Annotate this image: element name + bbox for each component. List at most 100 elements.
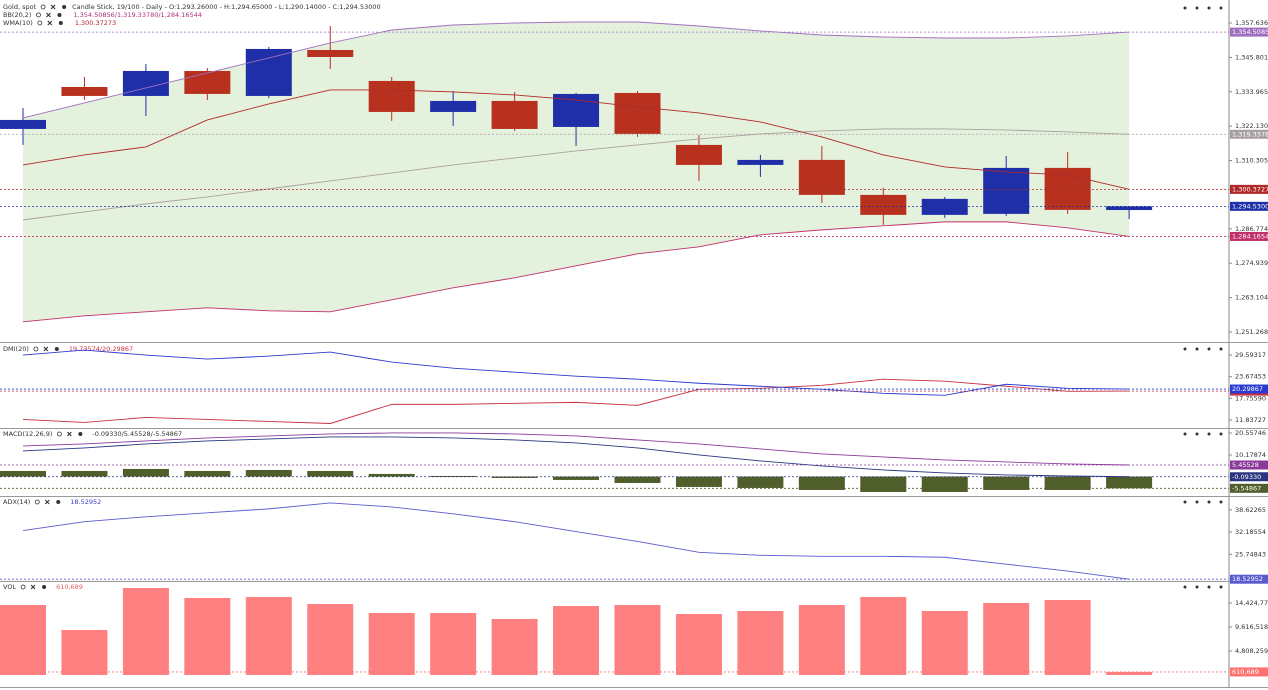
- candle-body: [675, 144, 722, 165]
- bar: [921, 476, 968, 492]
- bar: [430, 613, 477, 675]
- series-line: [22, 21, 1130, 119]
- y-tick-label: 1,322.13057: [1235, 122, 1268, 130]
- panel-control: [1207, 347, 1211, 351]
- remove-icon: [47, 20, 53, 26]
- eye-icon: [20, 584, 26, 590]
- chart-title: Gold, spot: [3, 3, 37, 11]
- last-value-box: [1230, 483, 1268, 493]
- indicator-value: 1,354.50856/1,319.33780/1,284.16544: [73, 11, 201, 19]
- y-tick-label: 20.55746: [1235, 429, 1266, 437]
- remove-icon: [66, 431, 72, 437]
- bar: [553, 606, 600, 675]
- last-value-label: 5.45528: [1232, 461, 1259, 469]
- y-tick-label: 1,286.77475: [1235, 225, 1268, 233]
- eye-icon: [33, 346, 39, 352]
- bar: [61, 629, 108, 675]
- eye-icon: [36, 12, 41, 18]
- series-line: [22, 378, 1130, 424]
- eye-icon: [34, 499, 40, 505]
- y-tick-label: 29.59317: [1235, 351, 1266, 359]
- bar: [61, 470, 108, 477]
- bar: [122, 468, 169, 477]
- bar: [491, 476, 538, 478]
- bar: [798, 476, 845, 490]
- y-tick-label: 14,424,778: [1235, 599, 1268, 607]
- eye-icon: [40, 4, 46, 10]
- panel-control: [1183, 432, 1187, 436]
- bar: [1106, 671, 1153, 675]
- panel-value: 610,689: [56, 583, 83, 591]
- y-tick-label: 23.67453: [1235, 373, 1266, 381]
- bar: [368, 613, 415, 675]
- candle-body: [737, 159, 784, 165]
- panel-title: MACD(12,26,9): [3, 430, 52, 438]
- candle-body: [614, 92, 661, 134]
- bar: [921, 611, 968, 675]
- panel-control: [1207, 500, 1211, 504]
- settings-icon: [42, 585, 47, 589]
- bar: [368, 473, 415, 477]
- bar: [1106, 476, 1153, 489]
- bar: [737, 476, 784, 488]
- y-tick-label: 17.75590: [1235, 394, 1266, 402]
- remove-icon: [50, 4, 56, 10]
- last-value-box: [1230, 384, 1268, 394]
- bar: [798, 605, 845, 675]
- panel-title: DMI(20): [3, 345, 29, 353]
- panel-control: [1219, 347, 1223, 351]
- y-tick-label: 1,333.96584: [1235, 88, 1268, 96]
- bar: [983, 603, 1030, 675]
- candle-body: [245, 48, 292, 96]
- last-value-label: 1,319.33780: [1232, 130, 1268, 138]
- series-line: [22, 349, 1130, 396]
- series-line: [22, 89, 1130, 190]
- series-line: [22, 128, 1130, 221]
- indicator-value: 1,300.37273: [75, 19, 116, 27]
- y-tick-label: 10.17874: [1235, 451, 1266, 459]
- candle-body: [368, 80, 415, 112]
- bar: [307, 470, 354, 477]
- candle-body: [184, 70, 231, 94]
- y-tick-label: 1,357.63639: [1235, 19, 1268, 27]
- panel-control: [1183, 585, 1187, 589]
- panel-control: [1207, 432, 1211, 436]
- last-value-label: 18.52952: [1232, 575, 1263, 583]
- last-value-label: 1,354.50856: [1232, 28, 1268, 36]
- settings-icon: [58, 21, 63, 25]
- bar: [1044, 599, 1091, 675]
- series-line: [22, 436, 1130, 478]
- panel-control: [1219, 500, 1223, 504]
- panel-control: [1183, 500, 1187, 504]
- chart-subtitle: Candle Stick, 19/100 - Daily - O:1,293.2…: [72, 3, 381, 11]
- bar: [307, 604, 354, 675]
- bar: [491, 618, 538, 675]
- candle-body: [307, 49, 354, 57]
- remove-icon: [44, 499, 50, 505]
- bar: [245, 596, 292, 675]
- settings-icon: [54, 347, 59, 351]
- panel-control: [1183, 6, 1187, 10]
- last-value-label: 20.29867: [1232, 385, 1263, 393]
- last-value-box: [1230, 201, 1268, 211]
- panel-control: [1195, 347, 1199, 351]
- panel-control: [1195, 585, 1199, 589]
- panel-control: [1207, 6, 1211, 10]
- remove-icon: [46, 12, 51, 18]
- last-value-box: [1230, 27, 1268, 37]
- last-value-box: [1230, 574, 1268, 584]
- last-value-box: [1230, 129, 1268, 139]
- candle-body: [553, 93, 600, 127]
- y-tick-label: 1,345.80112: [1235, 53, 1268, 61]
- last-value-box: [1230, 184, 1268, 194]
- y-tick-label: 1,263.10421: [1235, 294, 1268, 302]
- last-value-label: -0.09330: [1232, 473, 1261, 481]
- series-line: [22, 221, 1130, 323]
- panel-title: ADX(14): [3, 498, 30, 506]
- settings-icon: [62, 5, 67, 9]
- candle-body: [983, 167, 1030, 214]
- series-line: [22, 432, 1130, 466]
- bar: [553, 476, 600, 480]
- eye-icon: [56, 431, 62, 437]
- bar: [860, 476, 907, 492]
